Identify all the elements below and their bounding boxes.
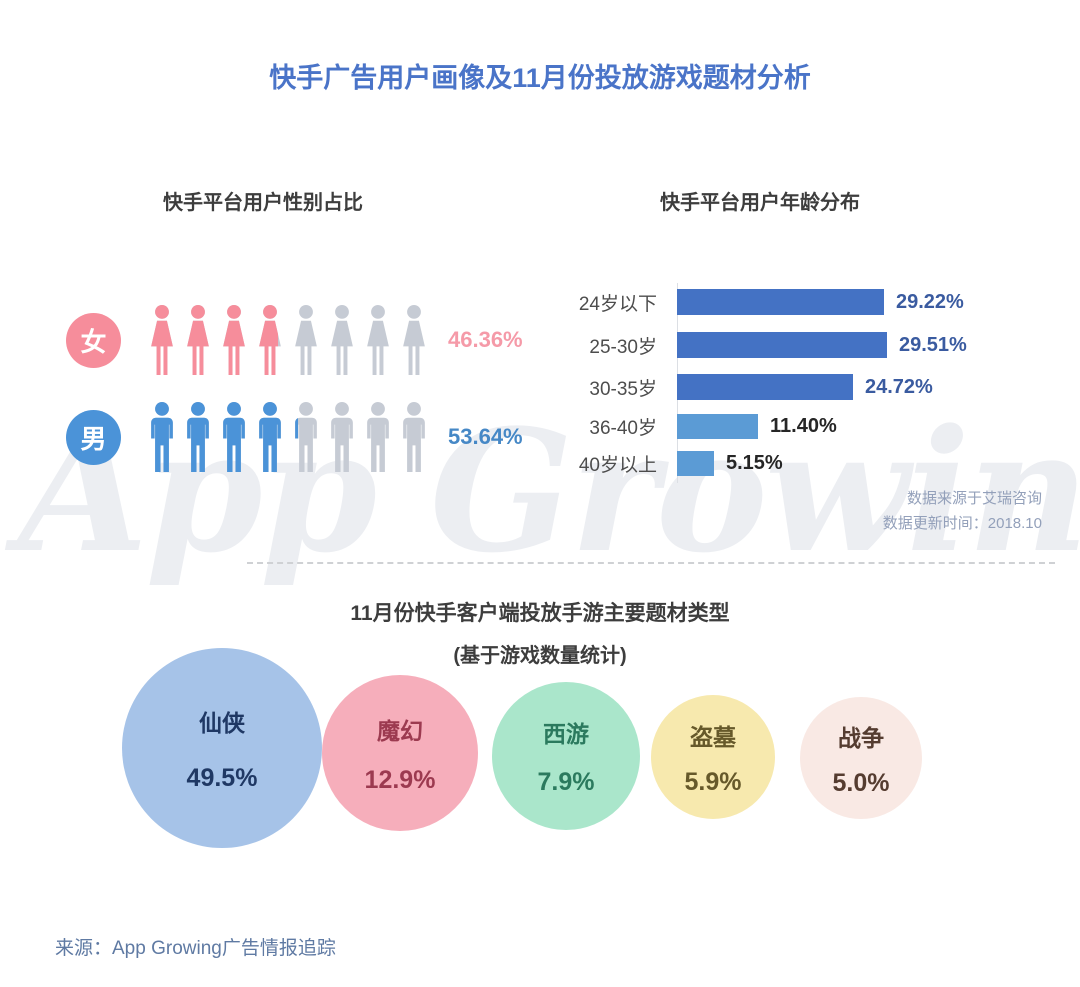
male-person-icon xyxy=(144,401,180,474)
bubble-label: 盗墓 xyxy=(690,723,736,750)
female-person-icon xyxy=(144,304,180,377)
bubble-2: 魔幻 12.9% xyxy=(322,675,478,831)
bubble-label: 战争 xyxy=(838,724,884,751)
male-person-icon xyxy=(288,401,324,474)
data-source-line: 数据来源于艾瑞咨询 xyxy=(906,490,1042,507)
age-bar-value: 29.22% xyxy=(896,290,964,313)
female-person-icon xyxy=(396,304,432,377)
female-person-icon xyxy=(252,304,288,377)
gender-row-male: 男 53.64% xyxy=(66,400,523,474)
section-divider xyxy=(247,562,1055,564)
bubble-value: 5.0% xyxy=(832,768,890,797)
bubble-chart-subtitle: (基于游戏数量统计) xyxy=(453,645,627,667)
female-person-icon xyxy=(180,304,216,377)
gender-badge-male: 男 xyxy=(66,409,121,465)
age-bar xyxy=(677,374,853,400)
male-person-icon xyxy=(396,401,432,474)
bubble-5: 战争 5.0% xyxy=(800,697,922,819)
female-person-icon xyxy=(216,304,252,377)
bubble-3: 西游 7.9% xyxy=(492,682,640,830)
gender-percentage-female: 46.36% xyxy=(448,327,523,352)
female-person-icon xyxy=(324,304,360,377)
bubble-4: 盗墓 5.9% xyxy=(651,695,775,819)
age-bar-row: 25-30岁 29.51% xyxy=(545,332,967,358)
age-bar-row: 30-35岁 24.72% xyxy=(545,374,933,400)
female-person-icon xyxy=(288,304,324,377)
age-chart-title: 快手平台用户年龄分布 xyxy=(660,192,860,214)
age-bar-row: 36-40岁 11.40% xyxy=(545,414,837,439)
gender-percentage-male: 53.64% xyxy=(448,424,523,449)
data-updated-line: 数据更新时间：2018.10 xyxy=(882,515,1042,532)
bubble-value: 49.5% xyxy=(186,763,258,792)
age-bar-value: 24.72% xyxy=(865,375,933,398)
icon-strip-female xyxy=(144,304,432,377)
bubble-value: 5.9% xyxy=(684,767,742,796)
page-title: 快手广告用户画像及11月份投放游戏题材分析 xyxy=(269,63,811,93)
bubble-chart-title: 11月份快手客户端投放手游主要题材类型 xyxy=(350,602,730,625)
age-bar-value: 11.40% xyxy=(770,415,837,437)
age-category-label: 30-35岁 xyxy=(589,378,657,400)
age-bar-row: 24岁以下 29.22% xyxy=(545,289,964,315)
male-person-icon xyxy=(360,401,396,474)
age-category-label: 40岁以上 xyxy=(578,455,657,476)
footer-source: 来源：App Growing广告情报追踪 xyxy=(55,938,336,959)
icon-strip-male xyxy=(144,401,432,474)
bubble-1: 仙侠 49.5% xyxy=(122,648,322,848)
male-person-icon xyxy=(324,401,360,474)
age-bar xyxy=(677,414,758,439)
bubble-label: 西游 xyxy=(543,721,589,747)
gender-badge-female: 女 xyxy=(66,312,121,368)
male-person-icon xyxy=(252,401,288,474)
age-category-label: 24岁以下 xyxy=(578,293,657,315)
bubble-value: 7.9% xyxy=(537,768,595,796)
gender-row-female: 女 46.36% xyxy=(66,303,523,377)
bubble-value: 12.9% xyxy=(364,765,436,794)
age-bar xyxy=(677,332,887,358)
age-bar-value: 5.15% xyxy=(726,452,783,474)
male-person-icon xyxy=(180,401,216,474)
female-person-icon xyxy=(360,304,396,377)
age-bar xyxy=(677,289,884,315)
age-category-label: 36-40岁 xyxy=(589,418,657,439)
age-category-label: 25-30岁 xyxy=(589,336,657,358)
gender-chart-title: 快手平台用户性别占比 xyxy=(163,192,363,214)
age-bar-row: 40岁以上 5.15% xyxy=(545,451,783,476)
age-bar xyxy=(677,451,714,476)
age-bar-value: 29.51% xyxy=(899,333,967,356)
male-person-icon xyxy=(216,401,252,474)
bubble-label: 魔幻 xyxy=(377,717,423,744)
data-source-note: 数据来源于艾瑞咨询 数据更新时间：2018.10 xyxy=(883,486,1042,536)
bubble-label: 仙侠 xyxy=(199,709,245,736)
